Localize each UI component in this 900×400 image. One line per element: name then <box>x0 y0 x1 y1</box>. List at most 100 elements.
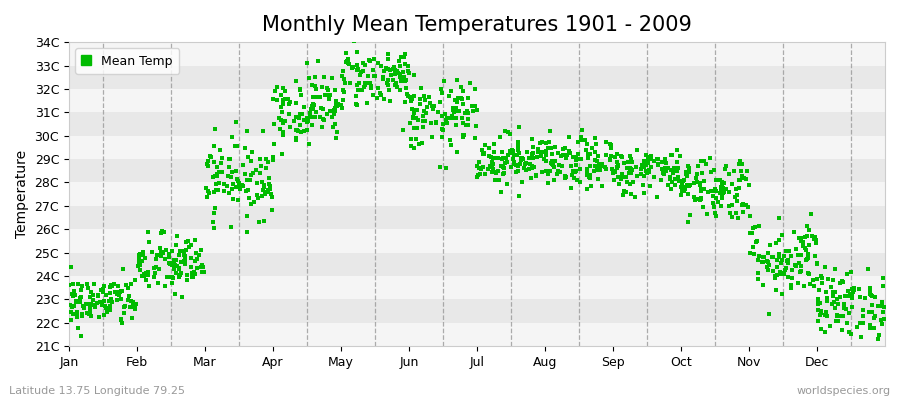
Point <box>454 95 468 101</box>
Point <box>97 302 112 309</box>
Point <box>351 87 365 93</box>
Point <box>402 94 417 100</box>
Point <box>144 249 158 256</box>
Point <box>221 164 236 170</box>
Point <box>543 168 557 174</box>
Point <box>335 73 349 79</box>
Point <box>590 153 605 159</box>
Point <box>482 166 496 172</box>
Point <box>655 166 670 172</box>
Point <box>221 190 236 196</box>
Point <box>760 258 775 264</box>
Point <box>641 157 655 164</box>
Point <box>329 102 344 109</box>
Point <box>365 92 380 98</box>
Point <box>770 272 784 278</box>
Point <box>269 97 284 104</box>
Point <box>707 210 722 216</box>
Point <box>206 218 220 225</box>
Point <box>765 268 779 275</box>
Point <box>461 116 475 123</box>
Point <box>792 260 806 266</box>
Point <box>543 138 557 145</box>
Point <box>316 115 330 122</box>
Point <box>732 161 746 167</box>
Point <box>328 98 343 105</box>
Point <box>241 186 256 193</box>
Point <box>232 180 247 186</box>
Point <box>614 153 628 160</box>
Point <box>813 312 827 318</box>
Point <box>768 273 782 280</box>
Point <box>265 207 279 213</box>
Point <box>498 128 512 134</box>
Point <box>540 171 554 177</box>
Point <box>746 225 760 232</box>
Point <box>624 156 638 162</box>
Point <box>75 310 89 317</box>
Point <box>514 155 528 161</box>
Point <box>243 177 257 183</box>
Point <box>305 114 320 120</box>
Point <box>188 258 202 264</box>
Point <box>836 279 850 286</box>
Bar <box>69 42 885 66</box>
Point <box>691 162 706 169</box>
Point <box>747 250 761 257</box>
Point <box>315 84 329 90</box>
Point <box>302 75 317 82</box>
Point <box>205 174 220 180</box>
Point <box>231 178 246 184</box>
Point <box>323 92 338 98</box>
Point <box>778 248 793 254</box>
Point <box>538 140 553 146</box>
Point <box>499 155 513 162</box>
Point <box>416 124 430 130</box>
Point <box>661 182 675 188</box>
Point <box>287 118 302 124</box>
Point <box>865 309 879 316</box>
Point <box>818 312 832 319</box>
Point <box>91 292 105 298</box>
Point <box>421 94 436 100</box>
Point <box>526 143 540 150</box>
Point <box>661 165 675 172</box>
Point <box>264 191 278 197</box>
Point <box>628 164 643 170</box>
Point <box>798 234 813 240</box>
Point <box>223 224 238 230</box>
Point <box>229 183 243 190</box>
Point <box>819 294 833 301</box>
Point <box>589 141 603 147</box>
Bar <box>69 66 885 89</box>
Point <box>716 180 731 186</box>
Point <box>379 65 393 72</box>
Point <box>643 183 657 190</box>
Point <box>820 298 834 304</box>
Point <box>103 290 117 297</box>
Point <box>308 114 322 120</box>
Point <box>337 76 351 82</box>
Point <box>726 168 741 174</box>
Point <box>457 110 472 116</box>
Point <box>665 168 680 175</box>
Point <box>559 155 573 161</box>
Point <box>551 150 565 156</box>
Point <box>489 169 503 175</box>
Point <box>159 246 174 253</box>
Point <box>860 266 875 273</box>
Point <box>828 305 842 312</box>
Point <box>781 260 796 266</box>
Point <box>814 310 828 316</box>
Point <box>762 242 777 248</box>
Title: Monthly Mean Temperatures 1901 - 2009: Monthly Mean Temperatures 1901 - 2009 <box>262 15 692 35</box>
Point <box>362 57 376 63</box>
Point <box>349 62 364 68</box>
Point <box>315 123 329 130</box>
Point <box>182 244 196 250</box>
Point <box>730 198 744 204</box>
Point <box>769 287 783 294</box>
Point <box>766 254 780 260</box>
Point <box>83 304 97 310</box>
Point <box>465 108 480 114</box>
